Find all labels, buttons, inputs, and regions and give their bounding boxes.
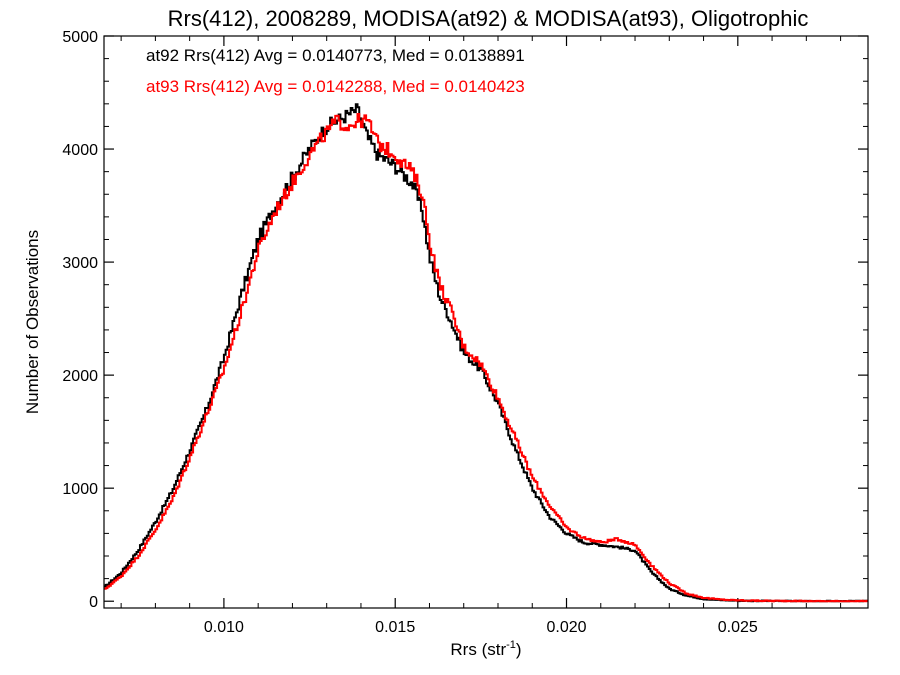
y-tick-label: 2000 — [62, 368, 98, 385]
x-axis-label: Rrs (str-1) — [450, 639, 521, 659]
x-tick-label: 0.025 — [718, 619, 758, 636]
x-axis-label-end: ) — [516, 640, 522, 659]
series-line-1 — [104, 113, 868, 603]
x-tick-label: 0.020 — [546, 619, 586, 636]
annotation-at92: at92 Rrs(412) Avg = 0.0140773, Med = 0.0… — [146, 46, 525, 65]
y-tick-label: 1000 — [62, 481, 98, 498]
y-tick-label: 3000 — [62, 255, 98, 272]
plot-frame — [103, 35, 869, 609]
x-axis-ticks: 0.010 0.015 0.020 0.025 — [120, 36, 842, 636]
x-tick-label: 0.015 — [375, 619, 415, 636]
series-layer — [104, 103, 868, 603]
y-axis-label: Number of Observations — [23, 230, 42, 414]
x-axis-label-main: Rrs (str — [450, 640, 506, 659]
y-tick-label: 0 — [89, 594, 98, 611]
y-axis-ticks: 0 1000 2000 3000 4000 5000 — [62, 29, 868, 611]
x-tick-label: 0.010 — [204, 619, 244, 636]
chart-title: Rrs(412), 2008289, MODISA(at92) & MODISA… — [168, 6, 809, 31]
x-axis-label-superscript: -1 — [506, 639, 516, 651]
y-tick-label: 5000 — [62, 29, 98, 46]
y-tick-label: 4000 — [62, 142, 98, 159]
annotation-at93: at93 Rrs(412) Avg = 0.0142288, Med = 0.0… — [146, 77, 525, 96]
